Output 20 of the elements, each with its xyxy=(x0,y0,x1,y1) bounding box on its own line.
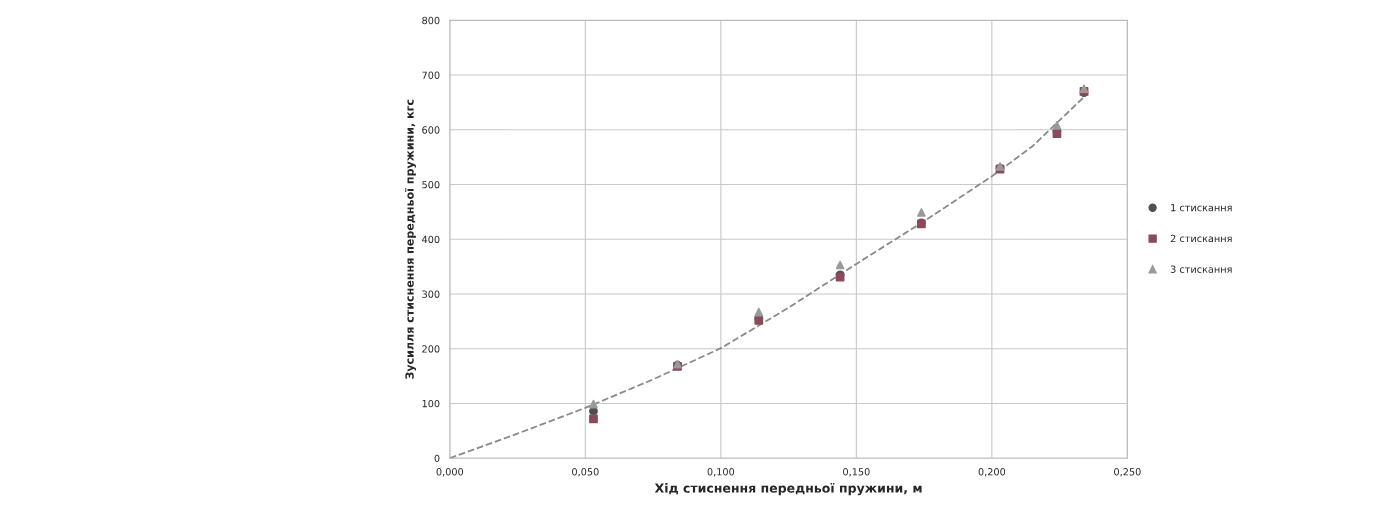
y-tick-label: 0 xyxy=(434,454,440,463)
y-tick-label: 300 xyxy=(422,290,440,298)
legend-label: 1 стискання xyxy=(1171,204,1232,212)
x-tick-label: 0,200 xyxy=(978,468,1006,477)
legend-label: 2 стискання xyxy=(1170,234,1232,243)
y-axis-title: Зусилля стиснення передньої пружини, кгс xyxy=(405,99,416,379)
y-tick-label: 600 xyxy=(422,126,440,134)
y-tick-label: 200 xyxy=(422,345,440,353)
y-tick-label: 400 xyxy=(422,235,440,244)
x-tick-label: 0,250 xyxy=(1114,468,1141,477)
x-tick-label: 0,100 xyxy=(707,468,735,477)
y-tick-label: 100 xyxy=(422,399,440,408)
x-axis-title: Хід стиснення передньої пружини, м xyxy=(654,482,922,496)
legend-label: 3 стискання xyxy=(1170,265,1232,273)
x-tick-label: 0,000 xyxy=(436,468,464,477)
x-tick-label: 0,150 xyxy=(843,468,870,477)
x-tick-label: 0,050 xyxy=(572,468,599,477)
y-tick-label: 700 xyxy=(422,71,440,79)
y-tick-label: 800 xyxy=(422,16,440,25)
y-tick-label: 500 xyxy=(422,181,440,189)
